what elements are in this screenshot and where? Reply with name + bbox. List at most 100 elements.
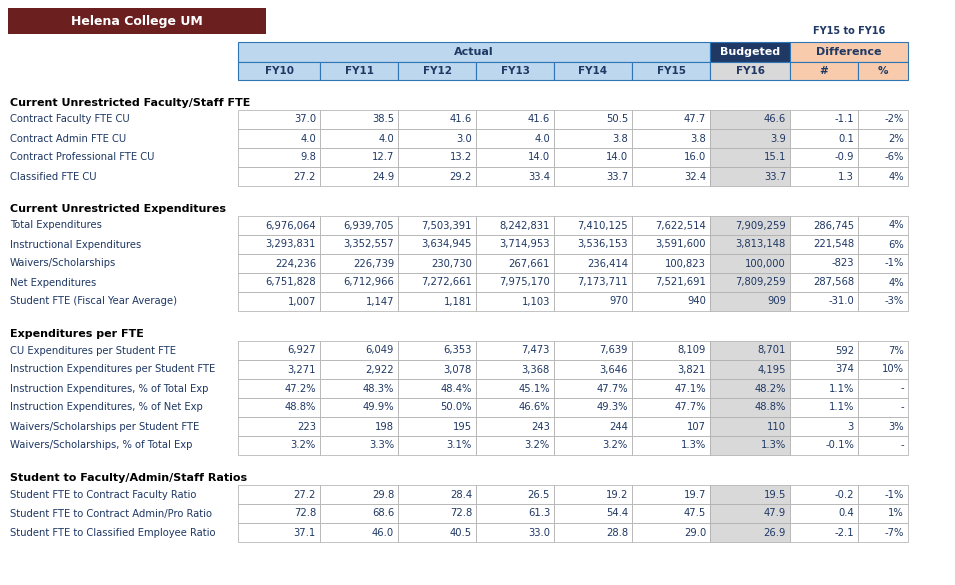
Bar [398, 360, 476, 379]
Bar [790, 292, 858, 311]
Text: 14.0: 14.0 [528, 153, 550, 163]
Text: 6,049: 6,049 [366, 346, 394, 356]
Text: FY15: FY15 [656, 66, 686, 76]
Text: 6,353: 6,353 [444, 346, 472, 356]
Text: Difference: Difference [817, 47, 881, 57]
Bar [238, 523, 320, 542]
Text: FY12: FY12 [422, 66, 452, 76]
Text: 40.5: 40.5 [450, 528, 472, 538]
Bar [320, 379, 398, 398]
Text: 7,622,514: 7,622,514 [655, 221, 706, 230]
Text: 41.6: 41.6 [528, 115, 550, 125]
Bar [710, 504, 790, 523]
Bar [8, 8, 266, 34]
Bar [858, 235, 908, 254]
Bar [554, 235, 632, 254]
Text: 3,591,600: 3,591,600 [655, 239, 706, 249]
Bar [790, 42, 908, 62]
Text: -: - [901, 441, 904, 450]
Bar [632, 436, 710, 455]
Bar [710, 292, 790, 311]
Text: 2%: 2% [888, 133, 904, 143]
Text: 12.7: 12.7 [371, 153, 394, 163]
Text: 47.7: 47.7 [684, 115, 706, 125]
Text: 49.9%: 49.9% [362, 402, 394, 412]
Bar [238, 485, 320, 504]
Text: 4.0: 4.0 [534, 133, 550, 143]
Text: 940: 940 [688, 297, 706, 307]
Text: 38.5: 38.5 [371, 115, 394, 125]
Bar [858, 62, 908, 80]
Text: 47.9: 47.9 [764, 508, 786, 518]
Text: 54.4: 54.4 [605, 508, 628, 518]
Bar [476, 436, 554, 455]
Bar [858, 360, 908, 379]
Bar [398, 485, 476, 504]
Bar [554, 379, 632, 398]
Text: 47.5: 47.5 [684, 508, 706, 518]
Bar [790, 273, 858, 292]
Text: 29.0: 29.0 [684, 528, 706, 538]
Bar [710, 398, 790, 417]
Text: 29.2: 29.2 [450, 171, 472, 181]
Text: FY13: FY13 [500, 66, 529, 76]
Text: 592: 592 [835, 346, 854, 356]
Text: 3,813,148: 3,813,148 [735, 239, 786, 249]
Text: Helena College UM: Helena College UM [71, 15, 202, 27]
Bar [320, 216, 398, 235]
Bar [710, 341, 790, 360]
Bar [238, 436, 320, 455]
Text: 8,242,831: 8,242,831 [499, 221, 550, 230]
Bar [790, 523, 858, 542]
Bar [790, 341, 858, 360]
Text: 7,410,125: 7,410,125 [578, 221, 628, 230]
Text: 8,109: 8,109 [678, 346, 706, 356]
Text: 970: 970 [609, 297, 628, 307]
Text: 243: 243 [531, 422, 550, 432]
Text: 3.2%: 3.2% [603, 441, 628, 450]
Bar [320, 254, 398, 273]
Bar [554, 485, 632, 504]
Text: FY15 to FY16: FY15 to FY16 [813, 26, 885, 36]
Bar [790, 504, 858, 523]
Text: 3.2%: 3.2% [524, 441, 550, 450]
Text: 48.8%: 48.8% [285, 402, 316, 412]
Bar [476, 379, 554, 398]
Bar [790, 436, 858, 455]
Text: 10%: 10% [882, 364, 904, 374]
Bar [320, 235, 398, 254]
Bar [238, 148, 320, 167]
Bar [554, 292, 632, 311]
Text: 50.5: 50.5 [605, 115, 628, 125]
Text: 48.3%: 48.3% [363, 384, 394, 394]
Text: 6,939,705: 6,939,705 [344, 221, 394, 230]
Text: CU Expenditures per Student FTE: CU Expenditures per Student FTE [10, 346, 176, 356]
Text: 48.4%: 48.4% [440, 384, 472, 394]
Text: 195: 195 [453, 422, 472, 432]
Text: 48.8%: 48.8% [754, 402, 786, 412]
Text: 230,730: 230,730 [431, 259, 472, 269]
Text: 47.7%: 47.7% [596, 384, 628, 394]
Text: Current Unrestricted Expenditures: Current Unrestricted Expenditures [10, 204, 226, 214]
Text: 6,927: 6,927 [287, 346, 316, 356]
Text: 909: 909 [767, 297, 786, 307]
Bar [632, 504, 710, 523]
Text: Waivers/Scholarships per Student FTE: Waivers/Scholarships per Student FTE [10, 422, 200, 432]
Bar [632, 235, 710, 254]
Text: 7,521,691: 7,521,691 [655, 277, 706, 287]
Text: Student to Faculty/Admin/Staff Ratios: Student to Faculty/Admin/Staff Ratios [10, 473, 247, 483]
Bar [554, 436, 632, 455]
Bar [858, 273, 908, 292]
Bar [476, 216, 554, 235]
Bar [320, 398, 398, 417]
Text: 4%: 4% [888, 277, 904, 287]
Bar [320, 523, 398, 542]
Bar [238, 273, 320, 292]
Bar [554, 417, 632, 436]
Text: 16.0: 16.0 [684, 153, 706, 163]
Bar [554, 129, 632, 148]
Bar [238, 360, 320, 379]
Text: FY16: FY16 [735, 66, 765, 76]
Bar [398, 417, 476, 436]
Text: 221,548: 221,548 [813, 239, 854, 249]
